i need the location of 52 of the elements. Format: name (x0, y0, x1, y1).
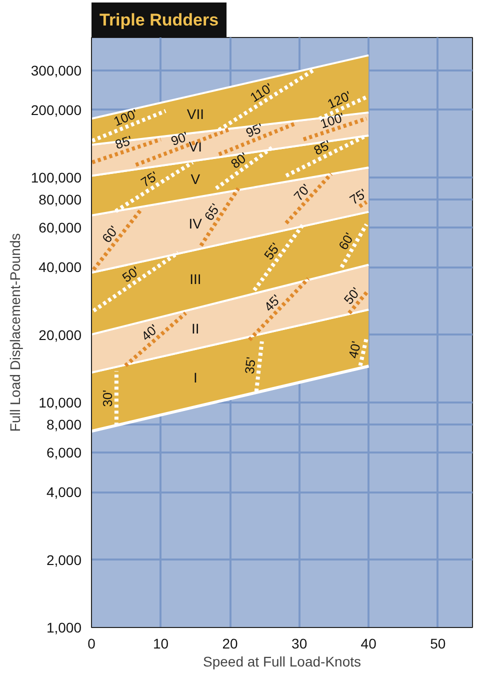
text: 90' (168, 128, 190, 149)
y-tick-label: 6,000 (46, 444, 82, 460)
y-tick-label: 20,000 (38, 326, 82, 343)
x-tick-label: 30 (292, 636, 308, 652)
series-label: III (190, 271, 202, 288)
series-label: II (192, 320, 200, 337)
text: 40' (138, 321, 161, 344)
text: 100' (112, 106, 140, 129)
series-label: IV (188, 216, 203, 232)
text: 95' (244, 120, 266, 140)
text: 70' (290, 181, 314, 204)
text: 85' (113, 132, 134, 152)
text: 45' (261, 292, 284, 314)
x-tick-label: 0 (88, 636, 96, 652)
text: 100' (318, 110, 346, 132)
y-tick-label: 80,000 (38, 191, 82, 208)
text: 65' (201, 200, 224, 224)
y-tick-label: 2,000 (46, 552, 82, 568)
text: 60' (336, 230, 358, 252)
text: 30' (100, 390, 115, 407)
x-tick-label: 20 (222, 636, 238, 652)
y-tick-label: 300,000 (30, 62, 82, 78)
x-tick-label: 50 (430, 636, 446, 652)
text: 55' (260, 240, 284, 263)
text: 50' (340, 284, 364, 308)
series-label: V (190, 171, 201, 188)
text: 120' (325, 88, 354, 112)
chart-title: Triple Rudders (100, 10, 219, 30)
y-tick-label: 8,000 (46, 416, 82, 432)
text: 75' (346, 186, 370, 208)
text: 60' (98, 222, 122, 246)
text: 80' (228, 149, 251, 172)
y-tick-label: 1,000 (46, 620, 82, 636)
y-axis-title: Full Load Displacement-Pounds (6, 233, 23, 432)
y-tick-label: 100,000 (30, 170, 82, 186)
text: 75' (138, 168, 161, 190)
text: 40' (345, 340, 364, 360)
series-label: VI (188, 138, 202, 155)
text: 85' (311, 137, 334, 158)
text: 110' (247, 80, 276, 106)
y-tick-label: 40,000 (38, 259, 82, 276)
y-tick-label: 200,000 (30, 102, 82, 118)
x-tick-label: 40 (360, 636, 377, 652)
x-axis-title: Speed at Full Load-Knots (203, 654, 362, 670)
text: 50' (120, 263, 142, 286)
series-label: VII (186, 106, 204, 122)
y-tick-label: 4,000 (46, 484, 82, 500)
y-tick-label: 10,000 (38, 394, 82, 411)
series-label: I (193, 370, 198, 386)
x-tick-label: 10 (152, 636, 169, 652)
text: 35' (242, 356, 259, 375)
y-tick-label: 60,000 (38, 220, 82, 236)
